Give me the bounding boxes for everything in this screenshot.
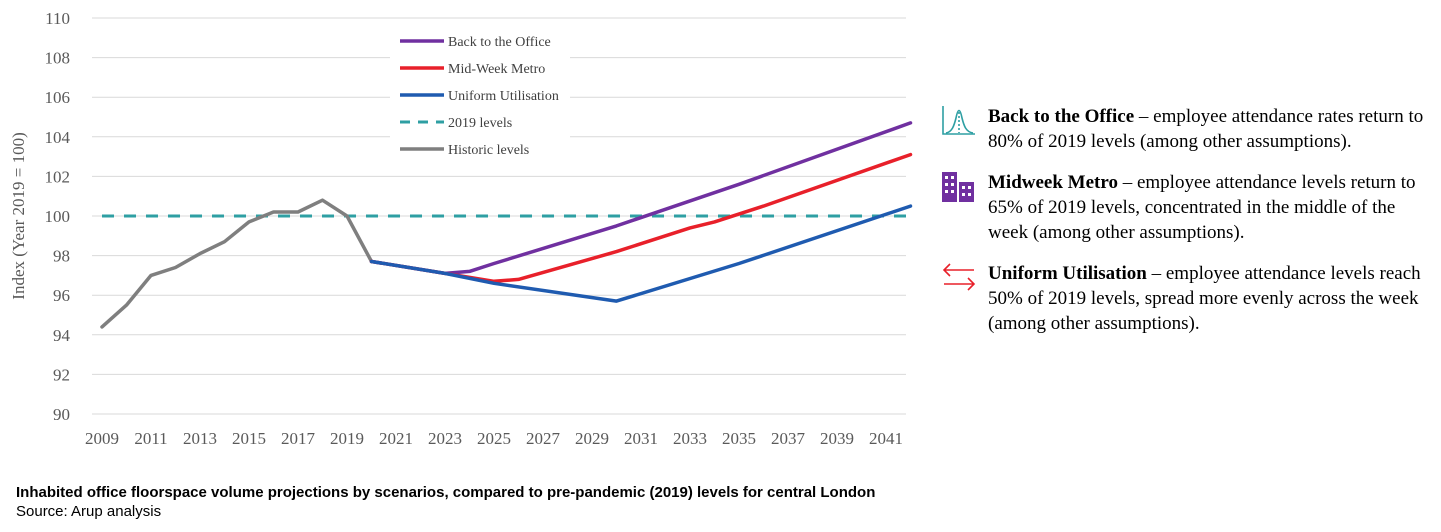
arrows-exchange-icon <box>940 261 978 295</box>
note-text: – employee attendance levels reach 50% o… <box>988 263 1421 334</box>
x-tick-label: 2023 <box>428 429 462 448</box>
series-lines <box>100 121 913 329</box>
y-tick-label: 104 <box>45 128 71 147</box>
y-tick-label: 106 <box>45 88 71 107</box>
legend: Back to the Office Mid-Week Metro Uniform … <box>390 26 570 164</box>
x-tick-label: 2037 <box>771 429 806 448</box>
x-tick-label: 2009 <box>85 429 119 448</box>
y-axis-label: Index (Year 2019 = 100) <box>9 132 28 299</box>
caption-title: Inhabited office floorspace volume proje… <box>16 484 876 501</box>
note-title: Back to the Office <box>988 106 1135 127</box>
scenario-notes: Back to the Office – employee attendance… <box>940 104 1435 352</box>
x-tick-label: 2017 <box>281 429 316 448</box>
note-title: Midweek Metro <box>988 172 1118 193</box>
legend-entry: Back to the Office <box>448 35 551 50</box>
legend-entry: Mid-Week Metro <box>448 62 545 77</box>
line-chart: 90 92 94 96 98 100 102 104 106 108 110 2009 2011 201… <box>9 9 913 448</box>
y-tick-label: 102 <box>45 167 71 186</box>
y-tick-label: 108 <box>45 49 71 68</box>
note-uniform-utilisation: Uniform Utilisation – employee attendanc… <box>940 261 1435 336</box>
note-text: – employee attendance rates return to 80… <box>988 106 1424 152</box>
x-tick-label: 2039 <box>820 429 854 448</box>
y-tick-label: 98 <box>53 247 70 266</box>
legend-entry: Historic levels <box>448 143 529 158</box>
y-tick-label: 100 <box>45 207 71 226</box>
y-tick-label: 94 <box>53 326 71 345</box>
y-tick-label: 96 <box>53 286 70 305</box>
x-tick-label: 2041 <box>869 429 903 448</box>
x-tick-label: 2025 <box>477 429 511 448</box>
x-tick-label: 2015 <box>232 429 266 448</box>
y-tick-labels: 90 92 94 96 98 100 102 104 106 108 110 <box>45 9 71 424</box>
bell-curve-icon <box>940 104 978 138</box>
x-tick-label: 2033 <box>673 429 707 448</box>
note-back-to-office: Back to the Office – employee attendance… <box>940 104 1435 154</box>
series-line-historic-levels <box>100 198 374 329</box>
caption-source: Source: Arup analysis <box>16 503 162 520</box>
note-title: Uniform Utilisation <box>988 263 1147 284</box>
x-tick-label: 2027 <box>526 429 561 448</box>
y-tick-label: 90 <box>53 405 70 424</box>
x-tick-label: 2031 <box>624 429 658 448</box>
x-tick-label: 2019 <box>330 429 364 448</box>
x-tick-label: 2011 <box>134 429 167 448</box>
y-tick-label: 92 <box>53 365 70 384</box>
x-tick-label: 2013 <box>183 429 217 448</box>
legend-entry: 2019 levels <box>448 116 512 131</box>
note-text: – employee attendance levels return to 6… <box>988 172 1416 243</box>
legend-entry: Uniform Utilisation <box>448 89 559 104</box>
note-midweek-metro: Midweek Metro – employee attendance leve… <box>940 170 1435 245</box>
x-tick-labels: 2009 2011 2013 2015 2017 2019 2021 2023 2025 2027… <box>85 429 903 448</box>
figure-caption: Inhabited office floorspace volume proje… <box>16 483 875 521</box>
x-tick-label: 2035 <box>722 429 756 448</box>
series-line-uniform-utilisation <box>369 204 913 303</box>
y-tick-label: 110 <box>45 9 70 28</box>
buildings-icon <box>940 170 978 204</box>
x-tick-label: 2021 <box>379 429 413 448</box>
x-tick-label: 2029 <box>575 429 609 448</box>
